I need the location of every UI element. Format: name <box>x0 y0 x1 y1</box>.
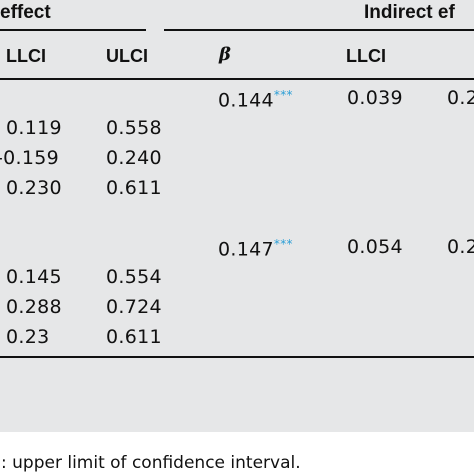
indirect-llci-value: 0.054 <box>347 236 403 258</box>
column-header-llci: LLCI <box>6 46 46 66</box>
table-cell-llci: 0.145 <box>6 266 62 288</box>
table-cell-llci: 0.230 <box>6 177 62 199</box>
indirect-ulci-value: 0.2 <box>447 236 474 258</box>
table-cell-ulci: 0.724 <box>106 296 162 318</box>
indirect-llci-value: 0.039 <box>347 87 403 109</box>
table-cell-ulci: 0.611 <box>106 177 162 199</box>
column-header-llci-indirect: LLCI <box>346 46 386 66</box>
table-cell-llci: 0.23 <box>6 326 50 348</box>
beta-number: 0.147 <box>218 238 274 261</box>
indirect-beta-value: 0.144*** <box>218 89 293 110</box>
table-panel: effect Indirect ef LLCI ULCI β LLCI 0.14… <box>0 0 474 432</box>
table-cell-ulci: 0.558 <box>106 117 162 139</box>
direct-effect-header: effect <box>0 2 51 23</box>
header-bottom-rule <box>0 78 474 80</box>
table-bottom-rule <box>0 356 474 358</box>
table-footnote: I: upper limit of confidence interval. <box>0 453 301 473</box>
column-header-beta: β <box>219 44 231 65</box>
table-cell-llci: 0.119 <box>6 117 62 139</box>
table-cell-ulci: 0.554 <box>106 266 162 288</box>
indirect-effect-rule <box>164 29 474 31</box>
direct-effect-rule <box>0 29 146 31</box>
indirect-effect-header: Indirect ef <box>364 2 455 23</box>
table-cell-ulci: 0.611 <box>106 326 162 348</box>
table-cell-llci: -0.159 <box>0 147 60 169</box>
indirect-ulci-value: 0.2 <box>447 87 474 109</box>
column-header-ulci: ULCI <box>106 46 148 66</box>
significance-marker: *** <box>273 237 293 251</box>
indirect-beta-value: 0.147*** <box>218 238 293 259</box>
table-cell-ulci: 0.240 <box>106 147 162 169</box>
table-cell-llci: 0.288 <box>6 296 62 318</box>
beta-number: 0.144 <box>218 89 274 112</box>
significance-marker: *** <box>273 88 293 102</box>
